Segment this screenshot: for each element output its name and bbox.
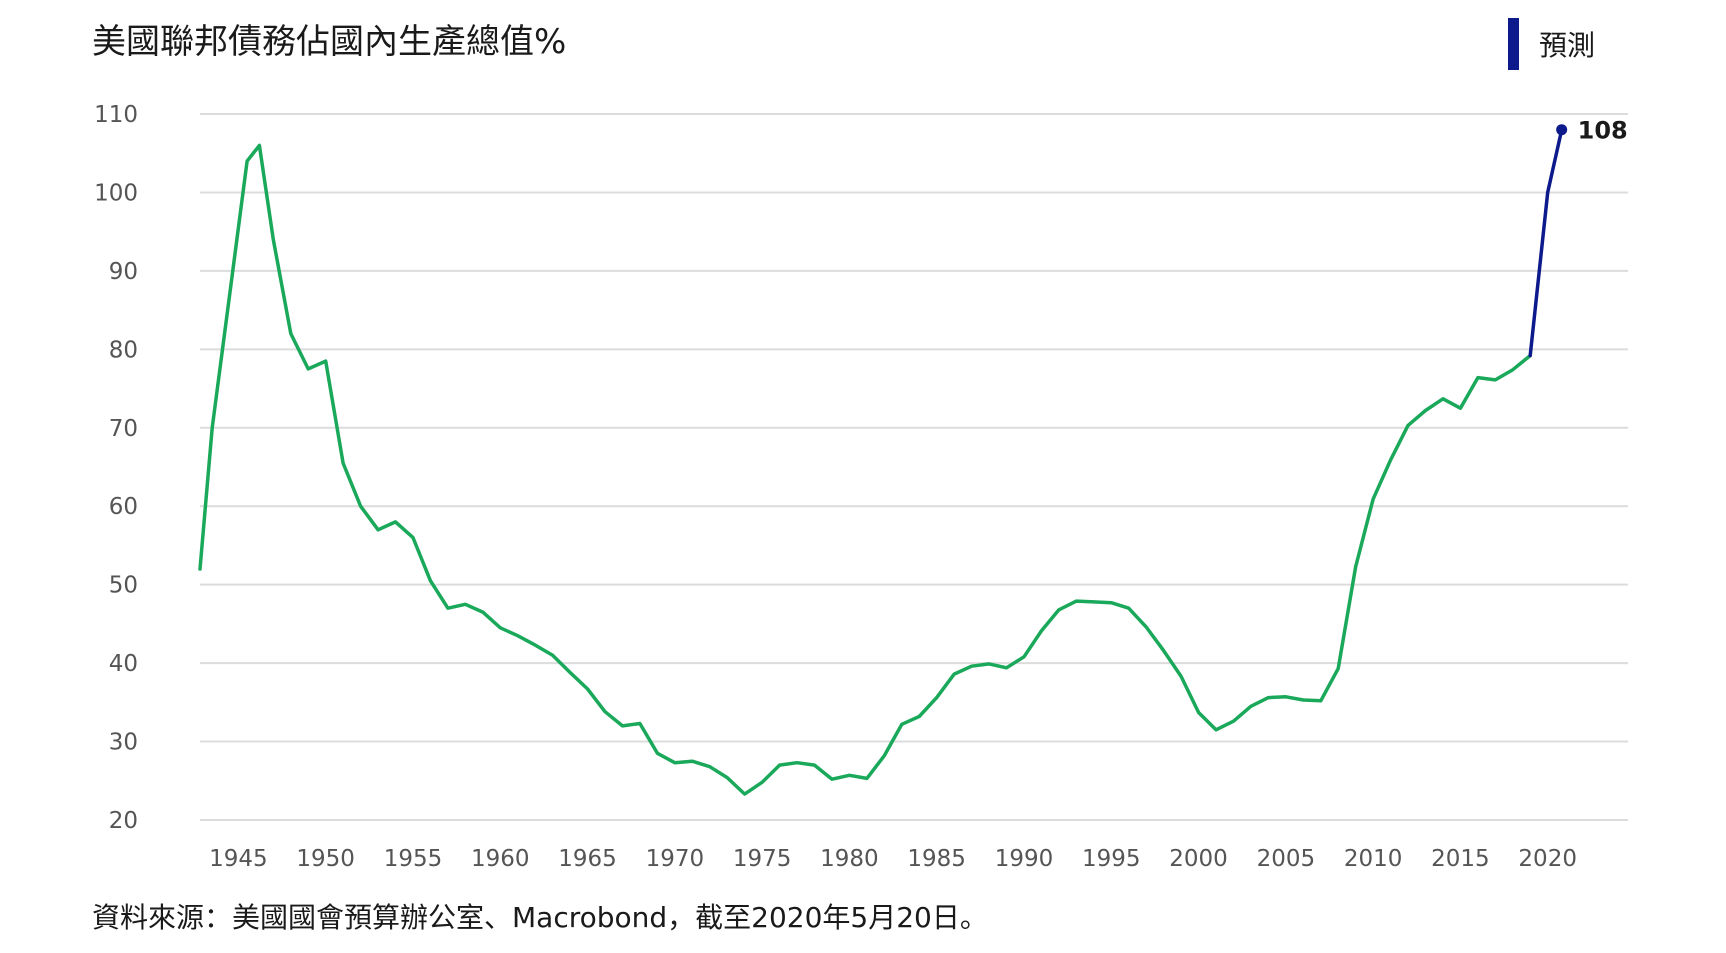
x-axis: 1945 1950 1955 1960 1965 1970 1975 1980 1985 1990… [209, 846, 1577, 872]
x-tick-label-2005: 2005 [1257, 846, 1316, 872]
x-tick-label-1995: 1995 [1082, 846, 1141, 872]
legend-swatch-forecast [1508, 18, 1519, 70]
y-tick-label-50: 50 [109, 573, 138, 599]
x-tick-label-1955: 1955 [384, 846, 443, 872]
x-tick-label-1950: 1950 [296, 846, 355, 872]
y-tick-label-100: 100 [94, 180, 138, 206]
legend: 預測 [1508, 18, 1595, 70]
forecast-end-point [1556, 124, 1568, 136]
x-tick-label-1975: 1975 [733, 846, 792, 872]
x-tick-label-2000: 2000 [1169, 846, 1228, 872]
y-tick-label-30: 30 [109, 730, 138, 756]
y-tick-label-110: 110 [94, 102, 138, 128]
series-line-forecast [1528, 127, 1564, 358]
series-lines [198, 127, 1564, 796]
y-tick-label-80: 80 [109, 337, 138, 363]
x-tick-label-2010: 2010 [1344, 846, 1403, 872]
x-tick-label-1945: 1945 [209, 846, 268, 872]
source-note: 資料來源：美國國會預算辦公室、Macrobond，截至2020年5月20日。 [92, 901, 988, 934]
x-tick-label-1990: 1990 [995, 846, 1054, 872]
x-tick-label-1970: 1970 [646, 846, 705, 872]
x-tick-label-1960: 1960 [471, 846, 530, 872]
legend-label-forecast: 預測 [1539, 29, 1596, 62]
x-tick-label-1965: 1965 [558, 846, 617, 872]
grid-lines [200, 113, 1628, 821]
x-tick-label-1980: 1980 [820, 846, 879, 872]
y-tick-label-60: 60 [109, 494, 138, 520]
x-tick-label-2015: 2015 [1431, 846, 1490, 872]
y-tick-label-90: 90 [109, 259, 138, 285]
series-marks: 108 [1556, 117, 1628, 145]
x-tick-label-2020: 2020 [1518, 846, 1577, 872]
forecast-end-label: 108 [1578, 117, 1628, 145]
y-tick-label-20: 20 [109, 808, 138, 834]
x-tick-label-1985: 1985 [907, 846, 966, 872]
y-tick-label-70: 70 [109, 416, 138, 442]
chart-title: 美國聯邦債務佔國內生產總值% [92, 22, 567, 62]
y-axis: 110 100 90 80 70 60 50 40 30 20 [94, 102, 138, 834]
y-tick-label-40: 40 [109, 651, 138, 677]
series-line-historical [198, 143, 1532, 796]
